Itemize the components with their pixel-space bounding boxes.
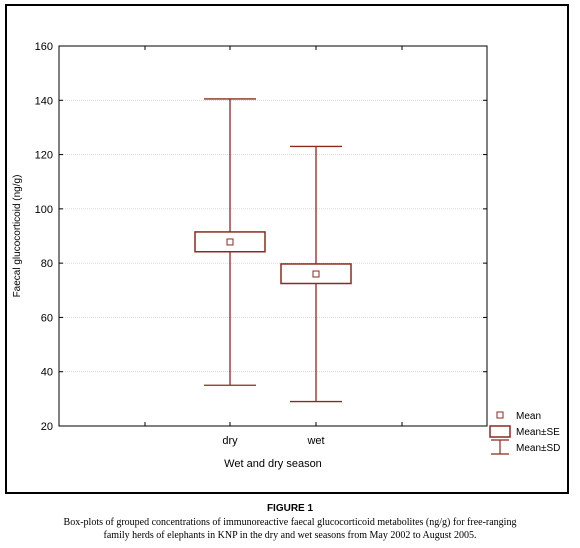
y-tick-label: 60	[41, 312, 53, 324]
legend-box-icon	[489, 425, 511, 438]
legend-label: Mean±SD	[516, 443, 560, 454]
y-axis-label: Faecal glucocorticoid (ng/g)	[12, 175, 23, 298]
figure-caption-title: FIGURE 1	[266, 503, 314, 514]
mean-marker	[226, 238, 234, 246]
figure-frame	[5, 4, 569, 494]
x-tick-label: dry	[222, 435, 238, 447]
figure-caption-line: Box-plots of grouped concentrations of i…	[63, 517, 517, 528]
legend-mean-icon	[496, 411, 504, 419]
y-tick-label: 100	[35, 204, 53, 216]
y-tick-label: 80	[41, 258, 53, 270]
legend-label: Mean	[516, 411, 541, 422]
boxes	[194, 98, 352, 403]
legend-label: Mean±SE	[516, 427, 560, 438]
grid-lines	[59, 99, 487, 373]
x-axis-label: Wet and dry season	[224, 458, 322, 470]
figure-caption-line: family herds of elephants in KNP in the …	[103, 530, 477, 541]
y-tick-label: 40	[41, 367, 53, 379]
figure-caption: Box-plots of grouped concentrations of i…	[0, 516, 580, 542]
legend: Mean Mean±SE Mean±SD	[489, 411, 560, 455]
y-tick-label: 20	[41, 421, 53, 433]
y-tick-label: 120	[35, 150, 53, 162]
x-axis-ticks: dry wet	[144, 46, 403, 447]
plot-area	[58, 45, 488, 427]
y-axis-ticks: 20 40 60 80 100 120 140 160	[35, 41, 487, 433]
y-tick-label: 140	[35, 95, 53, 107]
x-tick-label: wet	[306, 435, 324, 447]
mean-marker	[312, 270, 320, 278]
y-tick-label: 160	[35, 41, 53, 53]
box-plot-chart: 20 40 60 80 100 120 140 160 dry wet Faecal gluco…	[12, 41, 560, 470]
